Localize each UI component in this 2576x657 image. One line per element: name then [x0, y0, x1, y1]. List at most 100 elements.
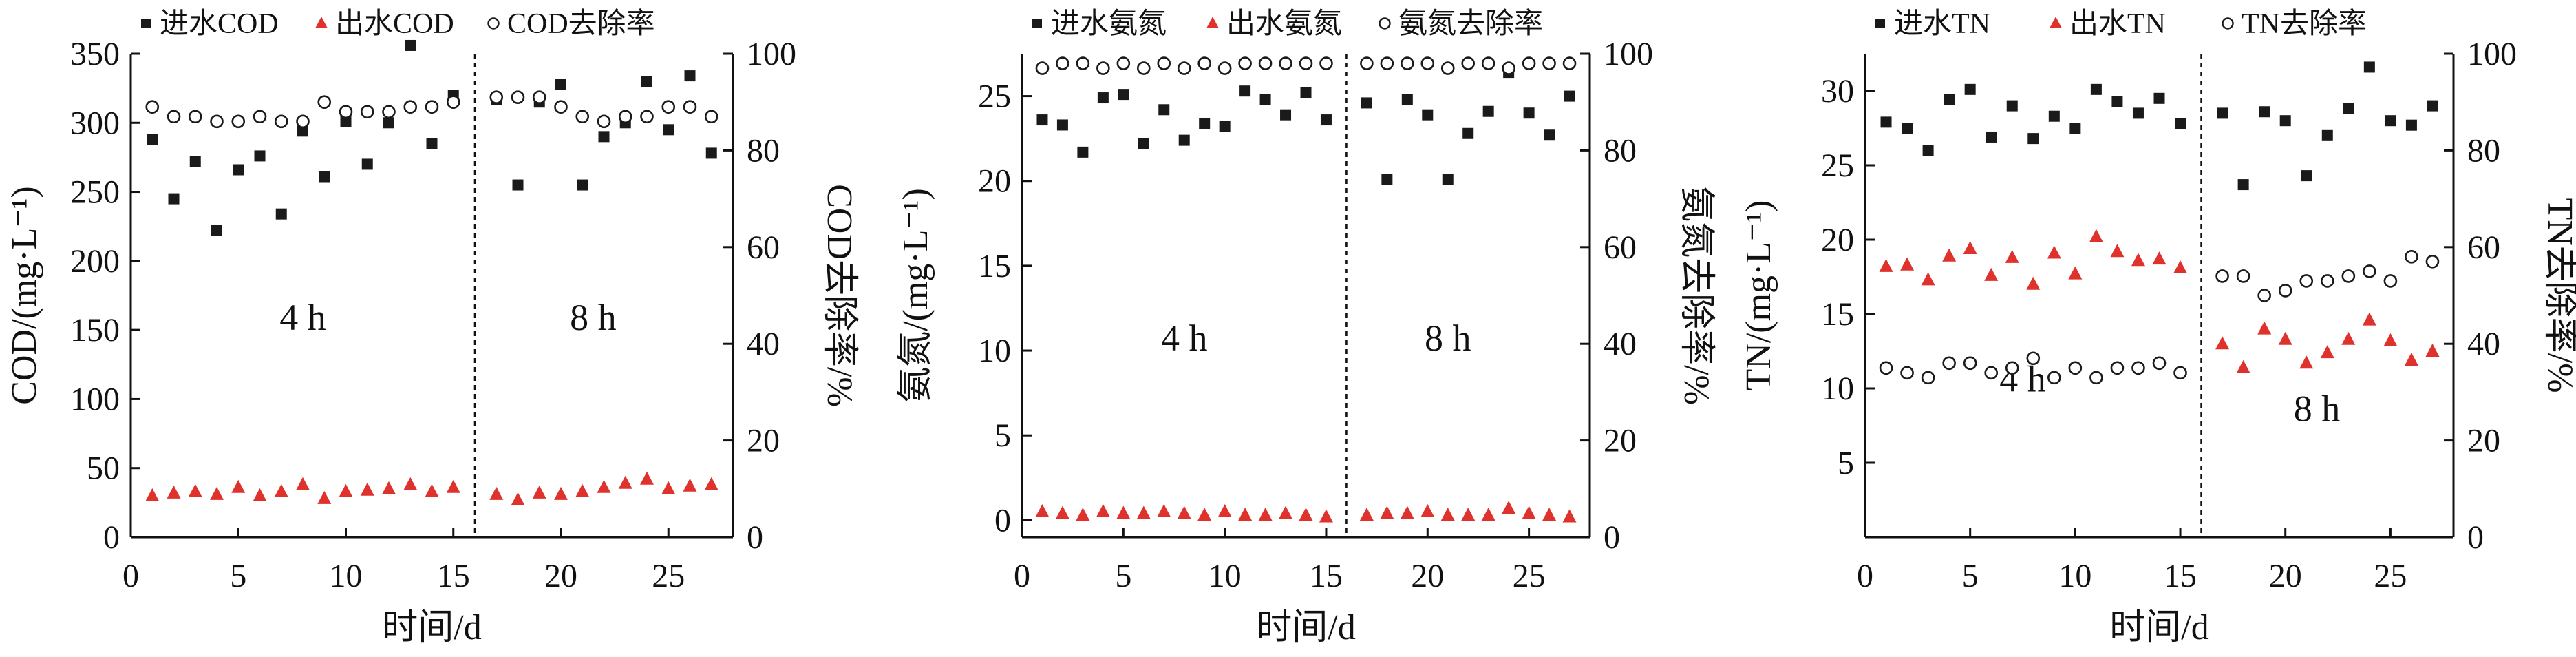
data-point	[2236, 359, 2250, 373]
series-1	[147, 39, 717, 236]
y2-tick-label: 20	[2467, 423, 2500, 459]
data-point	[1299, 56, 1313, 70]
x-tick-label: 20	[544, 558, 577, 594]
data-point	[512, 179, 524, 191]
legend-square-icon	[1032, 19, 1042, 28]
data-point	[640, 471, 654, 485]
data-point	[2341, 269, 2356, 283]
data-point	[2069, 123, 2081, 134]
data-point	[2321, 129, 2333, 141]
legend-triangle-icon	[315, 17, 328, 28]
data-point	[1136, 505, 1151, 519]
series-3	[145, 90, 718, 129]
data-point	[1922, 145, 1934, 156]
data-point	[2131, 253, 2145, 267]
data-point	[382, 105, 396, 119]
data-point	[1258, 507, 1273, 521]
data-point	[1963, 240, 1977, 254]
data-point	[2047, 371, 2061, 385]
y-axis-label: COD/(mg·L⁻¹)	[5, 186, 44, 404]
data-point	[2404, 352, 2418, 366]
data-point	[511, 90, 525, 104]
data-point	[1564, 90, 1575, 102]
data-point	[339, 105, 353, 119]
y-axis-label: 氨氮/(mg·L⁻¹)	[896, 188, 935, 403]
data-point	[683, 100, 697, 114]
data-point	[1178, 134, 1190, 146]
data-point	[1197, 507, 1212, 521]
data-point	[554, 486, 568, 500]
data-point	[575, 110, 590, 124]
data-point	[446, 479, 460, 493]
data-point	[1280, 109, 1292, 121]
data-point	[1158, 104, 1170, 116]
phase-label: 4 h	[279, 297, 326, 338]
data-point	[1096, 61, 1110, 75]
y2-tick-label: 60	[747, 229, 780, 266]
data-point	[210, 114, 224, 129]
data-point	[577, 179, 588, 191]
data-point	[1880, 116, 1892, 128]
data-point	[210, 486, 224, 500]
data-point	[2341, 331, 2356, 345]
data-point	[1136, 61, 1151, 75]
data-point	[597, 479, 611, 493]
data-point	[2343, 103, 2354, 114]
y2-tick-label: 40	[1604, 326, 1637, 362]
data-point	[1259, 94, 1271, 105]
data-point	[253, 110, 267, 124]
data-point	[2175, 118, 2186, 129]
y2-tick-label: 60	[2467, 229, 2500, 266]
y-tick-label: 20	[1821, 222, 1854, 258]
data-point	[1502, 501, 1516, 514]
y2-tick-label: 100	[1604, 36, 1653, 72]
y-tick-label: 5	[1838, 445, 1854, 481]
data-point	[1299, 507, 1313, 521]
data-point	[2299, 274, 2314, 288]
data-point	[2132, 107, 2144, 119]
data-point	[1401, 56, 1414, 70]
data-point	[188, 483, 202, 497]
y-tick-label: 15	[1821, 296, 1854, 333]
data-point	[1380, 505, 1394, 519]
series-2	[145, 471, 718, 505]
data-point	[1461, 56, 1476, 70]
chart-panel-2: 0 5 10 15 20 25 0 5 10 15 20 25 0 20 40 60 80 100 4 h 8 h 时间…	[896, 8, 1716, 647]
x-tick-label: 10	[330, 558, 363, 594]
data-point	[1562, 56, 1577, 70]
data-point	[2215, 269, 2229, 283]
y2-tick-label: 20	[1604, 423, 1637, 459]
data-point	[1502, 61, 1515, 75]
data-point	[1116, 56, 1131, 70]
data-point	[403, 100, 418, 114]
data-point	[1562, 509, 1577, 523]
series-2	[1879, 229, 2440, 373]
data-point	[2131, 361, 2145, 375]
data-point	[661, 100, 676, 114]
data-point	[1239, 85, 1251, 97]
data-point	[2257, 321, 2272, 335]
data-point	[1879, 258, 1893, 272]
data-point	[2215, 336, 2230, 350]
data-point	[1900, 257, 1915, 271]
data-point	[618, 475, 632, 489]
legend: 进水COD 出水COD COD去除率	[141, 8, 655, 40]
data-point	[296, 477, 310, 490]
y-tick-label: 30	[1821, 73, 1854, 110]
data-point	[274, 483, 288, 497]
y-axis-label: TN/(mg·L⁻¹)	[1739, 200, 1778, 391]
data-point	[1440, 61, 1455, 75]
data-point	[2090, 83, 2102, 95]
data-point	[1523, 107, 1535, 119]
y2-tick-label: 80	[2467, 132, 2500, 169]
data-point	[1116, 505, 1131, 519]
data-point	[1944, 94, 1955, 105]
data-point	[1964, 83, 1976, 95]
data-point	[1199, 117, 1211, 129]
y2-tick-label: 0	[1604, 519, 1620, 556]
data-point	[2383, 274, 2398, 288]
data-point	[618, 110, 632, 124]
y2-tick-label: 100	[2467, 36, 2517, 72]
data-point	[275, 208, 287, 220]
data-point	[1279, 56, 1292, 70]
